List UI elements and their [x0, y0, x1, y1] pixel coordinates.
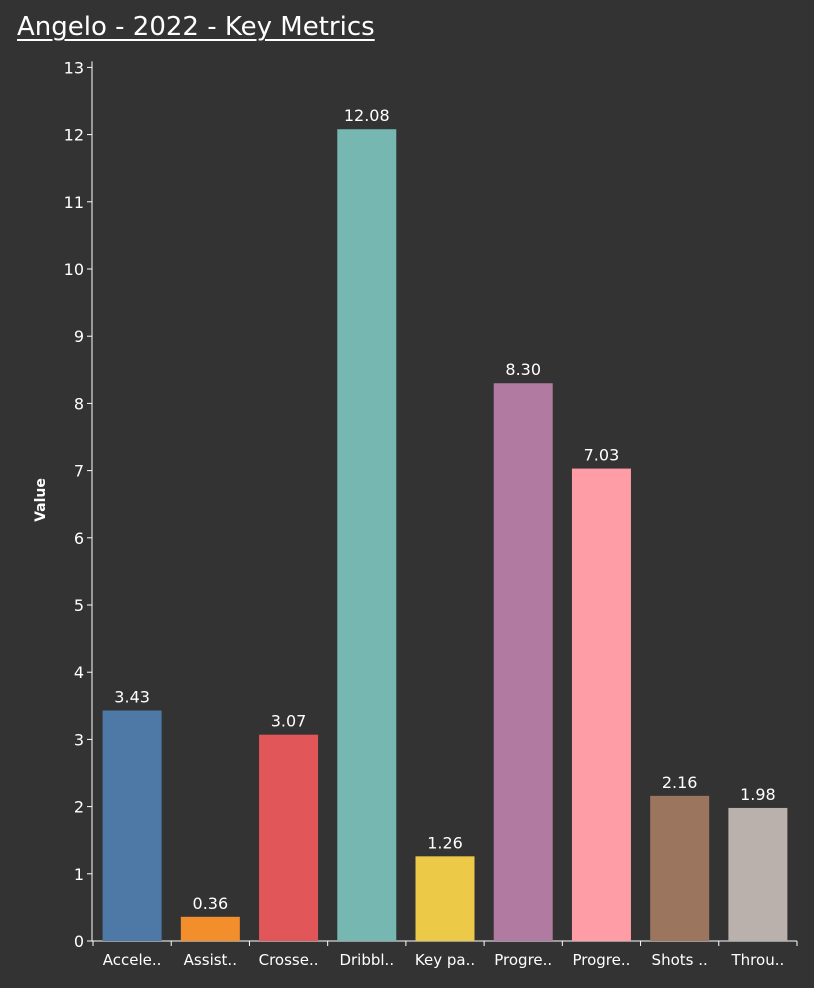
category-label: Accele..	[103, 951, 162, 969]
bar-value-label: 8.30	[505, 360, 541, 379]
y-tick-label: 1	[74, 865, 84, 884]
category-label: Shots ..	[652, 951, 708, 969]
y-tick-label: 7	[74, 462, 84, 481]
bars	[102, 129, 788, 941]
bar-value-label: 1.26	[427, 833, 463, 852]
bar-value-label: 0.36	[193, 894, 229, 913]
bar	[180, 916, 240, 941]
category-label: Assist..	[184, 951, 237, 969]
bar-value-label: 7.03	[584, 446, 620, 465]
category-label: Progre..	[494, 951, 552, 969]
y-tick-label: 9	[74, 327, 84, 346]
y-tick-label: 11	[64, 193, 84, 212]
chart-title: Angelo - 2022 - Key Metrics	[17, 12, 375, 42]
y-tick-label: 10	[64, 260, 84, 279]
y-tick-label: 3	[74, 730, 84, 749]
category-label: Progre..	[572, 951, 630, 969]
bar	[102, 710, 162, 941]
bar	[571, 468, 631, 941]
category-label: Crosse..	[259, 951, 319, 969]
bar-value-labels: 3.43 0.36 3.07 12.08 1.26 8.30 7.03 2.16 1.98	[114, 106, 775, 913]
category-labels: Accele.. Assist.. Crosse.. Dribbl.. Key pa..…	[103, 951, 784, 969]
category-label: Throu..	[731, 951, 785, 969]
bar	[493, 383, 553, 941]
bar	[650, 795, 710, 941]
category-label: Dribbl..	[339, 951, 394, 969]
bar-value-label: 12.08	[344, 106, 390, 125]
bar	[259, 734, 319, 941]
bar	[728, 807, 788, 941]
y-axis-title: Value	[33, 478, 49, 522]
bar-value-label: 2.16	[662, 773, 698, 792]
y-tick-label: 4	[74, 663, 84, 682]
y-tick-label: 5	[74, 596, 84, 615]
y-tick-label: 0	[74, 932, 84, 951]
bar	[337, 129, 397, 941]
y-tick-label: 13	[64, 58, 84, 77]
bar-value-label: 3.07	[271, 712, 307, 731]
category-label: Key pa..	[415, 951, 475, 969]
bar-value-label: 1.98	[740, 785, 776, 804]
y-tick-label: 2	[74, 798, 84, 817]
bar-value-label: 3.43	[114, 688, 150, 707]
y-tick-label: 12	[64, 126, 84, 145]
x-axis	[92, 940, 798, 946]
y-tick-label: 6	[74, 529, 84, 548]
y-tick-label: 8	[74, 394, 84, 413]
bar	[415, 856, 475, 941]
